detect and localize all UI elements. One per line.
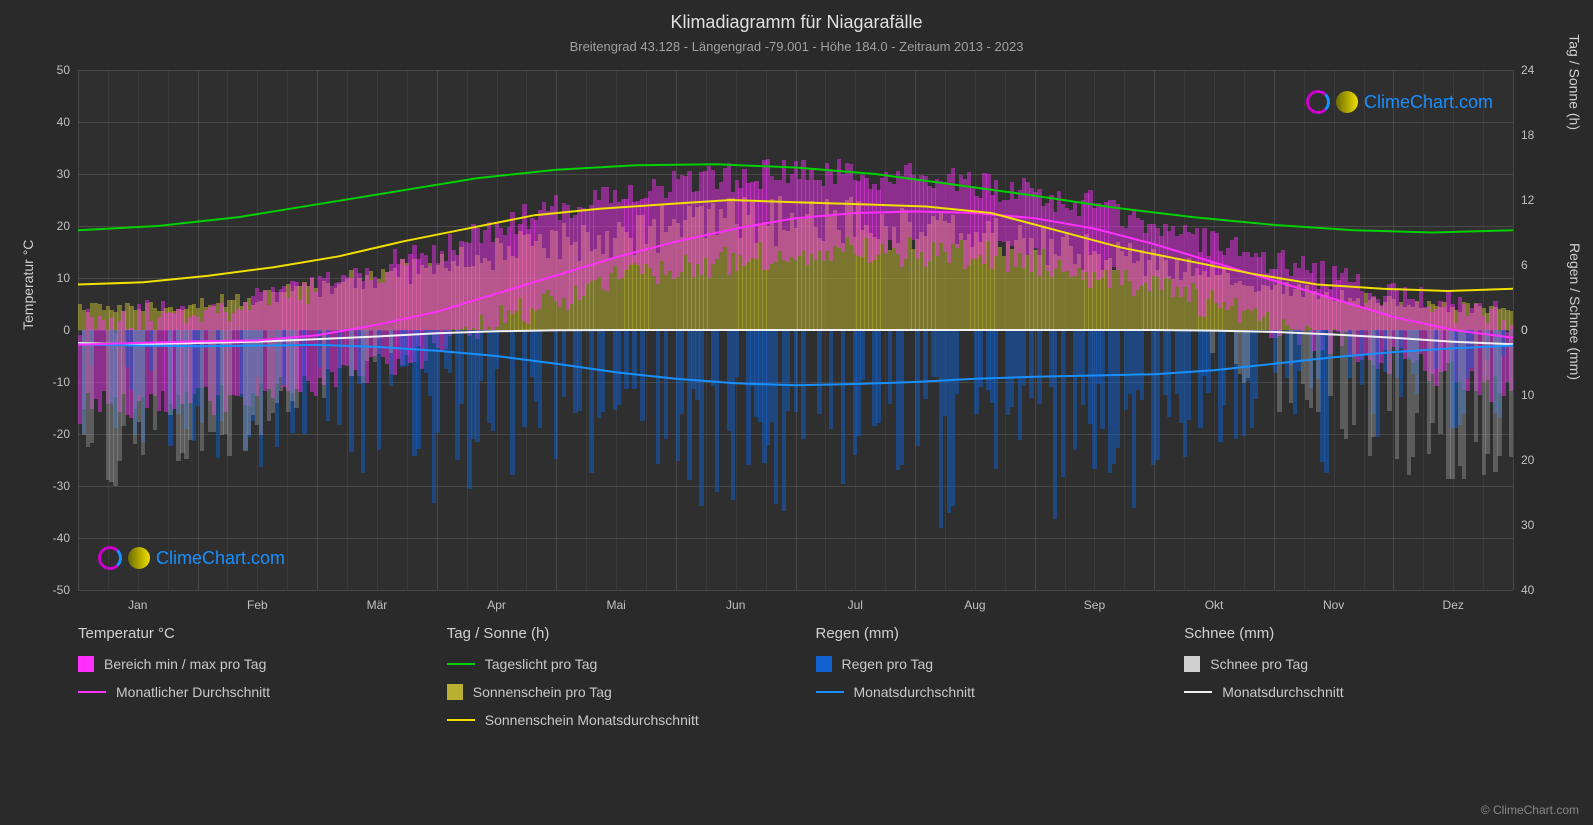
curves-layer	[78, 70, 1513, 590]
curve-daylight	[78, 164, 1513, 232]
y-tick-left: 10	[57, 271, 70, 285]
x-tick-month: Aug	[964, 598, 985, 612]
legend-item: Sonnenschein pro Tag	[447, 684, 776, 700]
legend-item: Sonnenschein Monatsdurchschnitt	[447, 712, 776, 728]
legend-label: Regen pro Tag	[842, 656, 934, 672]
y-tick-left: 40	[57, 115, 70, 129]
x-tick-month: Apr	[487, 598, 506, 612]
y-tick-right-mm: 40	[1521, 583, 1534, 597]
legend-column: Regen (mm) Regen pro Tag Monatsdurchschnit…	[816, 625, 1145, 740]
watermark-text: ClimeChart.com	[156, 548, 285, 569]
y-tick-right-hours: 18	[1521, 128, 1534, 142]
legend-swatch	[447, 684, 463, 700]
y-tick-left: -50	[53, 583, 70, 597]
x-tick-month: Okt	[1205, 598, 1224, 612]
y-axis-left-label: Temperatur °C	[20, 240, 36, 330]
y-tick-left: 0	[63, 323, 70, 337]
legend-swatch	[816, 656, 832, 672]
legend-column: Temperatur °C Bereich min / max pro Tag Mo…	[78, 625, 407, 740]
legend-item: Monatsdurchschnitt	[1184, 684, 1513, 700]
x-tick-month: Sep	[1084, 598, 1105, 612]
legend-swatch	[78, 691, 106, 693]
legend-swatch	[816, 691, 844, 693]
y-tick-right-hours: 12	[1521, 193, 1534, 207]
logo-ring-icon	[1306, 90, 1330, 114]
y-tick-left: 50	[57, 63, 70, 77]
logo-ring-icon	[98, 546, 122, 570]
legend-heading: Schnee (mm)	[1184, 625, 1513, 642]
legend-item: Monatlicher Durchschnitt	[78, 684, 407, 700]
legend-item: Schnee pro Tag	[1184, 656, 1513, 672]
y-tick-right-mm: 20	[1521, 453, 1534, 467]
y-tick-left: -20	[53, 427, 70, 441]
x-tick-month: Mai	[606, 598, 625, 612]
legend-heading: Temperatur °C	[78, 625, 407, 642]
legend-swatch	[78, 656, 94, 672]
legend-item: Monatsdurchschnitt	[816, 684, 1145, 700]
legend-column: Schnee (mm) Schnee pro Tag Monatsdurchschn…	[1184, 625, 1513, 740]
x-tick-month: Nov	[1323, 598, 1344, 612]
y-axis-right-top-label: Tag / Sonne (h)	[1567, 34, 1583, 130]
legend-heading: Tag / Sonne (h)	[447, 625, 776, 642]
legend: Temperatur °C Bereich min / max pro Tag Mo…	[78, 625, 1513, 740]
y-tick-left: -30	[53, 479, 70, 493]
curve-sunshine-avg	[78, 200, 1513, 291]
legend-heading: Regen (mm)	[816, 625, 1145, 642]
y-tick-left: -10	[53, 375, 70, 389]
legend-item: Regen pro Tag	[816, 656, 1145, 672]
legend-label: Tageslicht pro Tag	[485, 656, 598, 672]
legend-label: Monatlicher Durchschnitt	[116, 684, 270, 700]
y-tick-left: 20	[57, 219, 70, 233]
copyright: © ClimeChart.com	[1481, 803, 1579, 817]
y-tick-right-mm: 10	[1521, 388, 1534, 402]
legend-label: Schnee pro Tag	[1210, 656, 1308, 672]
legend-label: Sonnenschein Monatsdurchschnitt	[485, 712, 699, 728]
legend-column: Tag / Sonne (h) Tageslicht pro Tag Sonnens…	[447, 625, 776, 740]
chart-title: Klimadiagramm für Niagarafälle	[0, 0, 1593, 33]
legend-swatch	[1184, 656, 1200, 672]
y-tick-left: -40	[53, 531, 70, 545]
legend-label: Sonnenschein pro Tag	[473, 684, 612, 700]
chart-area: -50-40-30-20-100102030405006121824010203…	[78, 70, 1513, 590]
curve-temp-avg	[78, 211, 1513, 344]
curve-rain-avg	[78, 344, 1513, 385]
legend-swatch	[447, 663, 475, 665]
x-tick-month: Jan	[128, 598, 147, 612]
legend-label: Monatsdurchschnitt	[1222, 684, 1343, 700]
watermark-text: ClimeChart.com	[1364, 92, 1493, 113]
legend-label: Bereich min / max pro Tag	[104, 656, 266, 672]
legend-swatch	[1184, 691, 1212, 693]
y-tick-right-mm: 0	[1521, 323, 1528, 337]
logo-sun-icon	[1336, 91, 1358, 113]
x-tick-month: Jul	[848, 598, 863, 612]
x-tick-month: Jun	[726, 598, 745, 612]
y-axis-right-bottom-label: Regen / Schnee (mm)	[1567, 243, 1583, 380]
y-tick-right-hours: 24	[1521, 63, 1534, 77]
y-tick-right-hours: 6	[1521, 258, 1528, 272]
x-tick-month: Mär	[367, 598, 388, 612]
watermark-top: ClimeChart.com	[1306, 90, 1493, 114]
y-tick-left: 30	[57, 167, 70, 181]
legend-label: Monatsdurchschnitt	[854, 684, 975, 700]
legend-item: Tageslicht pro Tag	[447, 656, 776, 672]
chart-subtitle: Breitengrad 43.128 - Längengrad -79.001 …	[0, 33, 1593, 54]
watermark-bottom: ClimeChart.com	[98, 546, 285, 570]
x-tick-month: Dez	[1443, 598, 1464, 612]
legend-item: Bereich min / max pro Tag	[78, 656, 407, 672]
legend-swatch	[447, 719, 475, 721]
logo-sun-icon	[128, 547, 150, 569]
y-tick-right-mm: 30	[1521, 518, 1534, 532]
x-tick-month: Feb	[247, 598, 268, 612]
